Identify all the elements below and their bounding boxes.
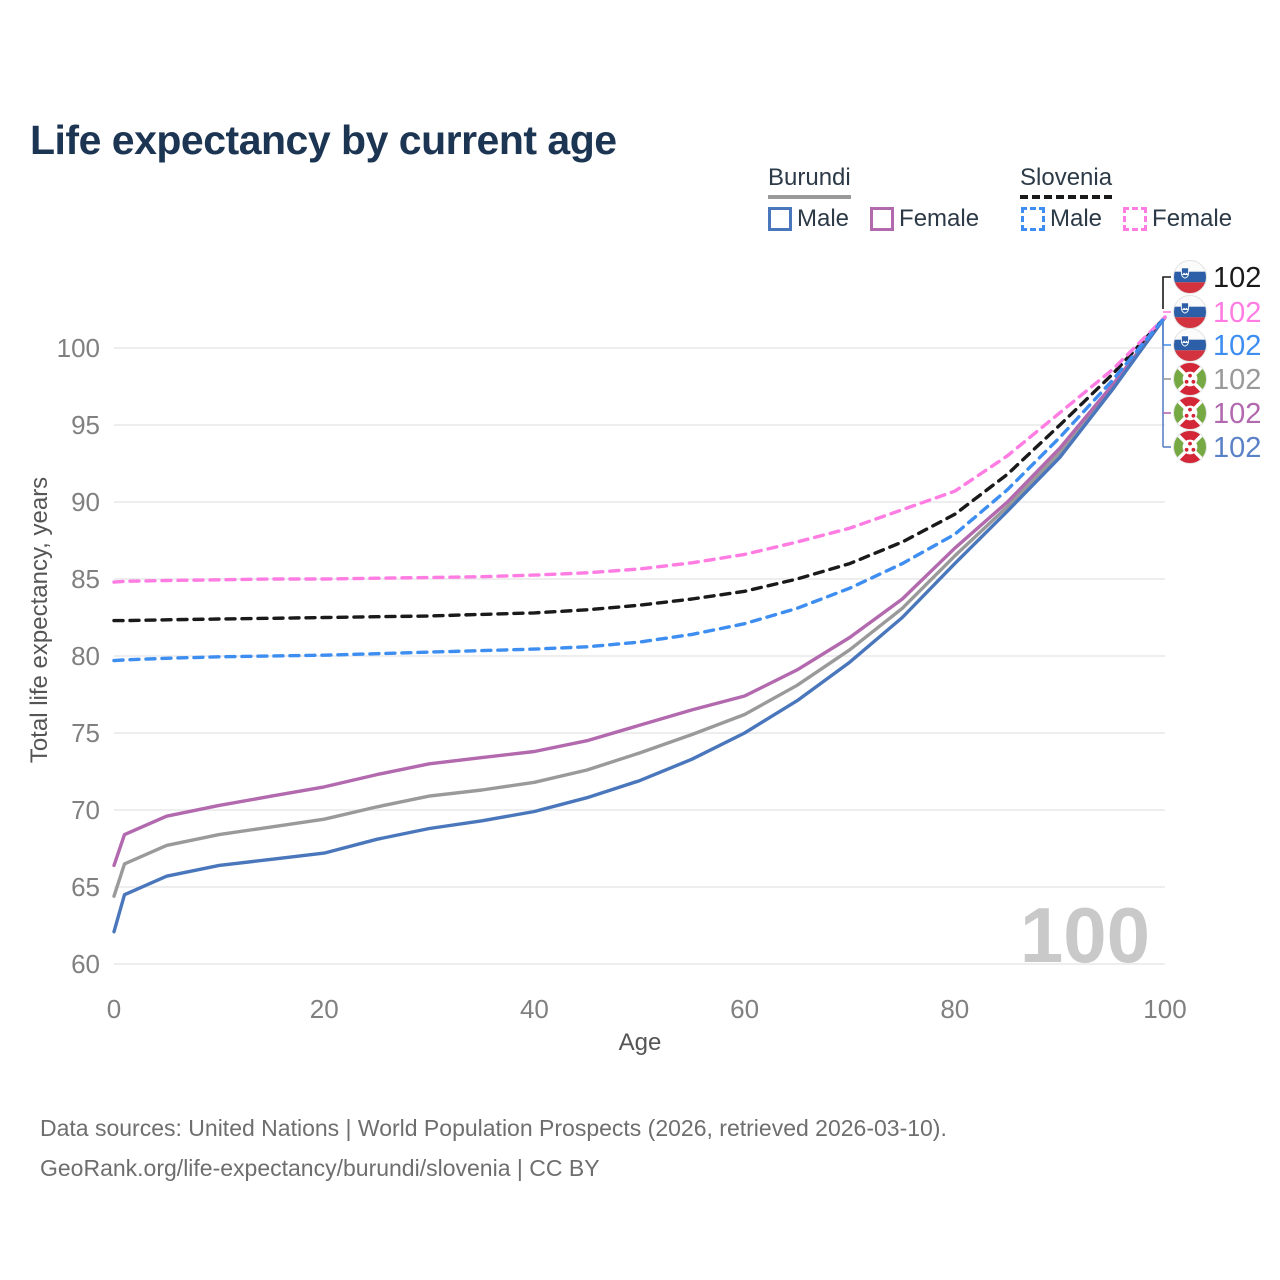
data-sources-text: Data sources: United Nations | World Pop… bbox=[40, 1115, 947, 1141]
slovenia-female-swatch-icon[interactable] bbox=[1123, 207, 1148, 231]
slovenia-flag-icon bbox=[1173, 328, 1207, 362]
legend-row-slovenia: Male Female bbox=[1021, 205, 1253, 233]
y-tick-label: 65 bbox=[71, 872, 100, 902]
x-tick-label: 80 bbox=[940, 994, 969, 1024]
burundi-flag-icon bbox=[1173, 396, 1207, 430]
slovenia-male-swatch-icon[interactable] bbox=[1021, 207, 1045, 231]
series-line-burundi-male bbox=[112, 315, 1167, 934]
end-label-slovenia-both-sexes: 102 bbox=[1213, 262, 1261, 294]
y-tick-label: 75 bbox=[71, 718, 100, 748]
end-label-burundi-female: 102 bbox=[1213, 398, 1261, 430]
series-line-burundi-both-sexes bbox=[112, 315, 1167, 898]
leader-line bbox=[1162, 276, 1171, 309]
legend-group-burundi[interactable]: Burundi bbox=[768, 164, 851, 199]
y-tick-label: 95 bbox=[71, 410, 100, 440]
series-line-burundi-female bbox=[112, 315, 1167, 868]
y-tick-label: 100 bbox=[57, 333, 100, 363]
legend-group-slovenia[interactable]: Slovenia bbox=[1020, 164, 1113, 199]
series-line-slovenia-both-sexes bbox=[112, 315, 1167, 623]
burundi-flag-icon bbox=[1173, 362, 1207, 396]
burundi-male-swatch-icon[interactable] bbox=[768, 207, 792, 231]
burundi-female-swatch-icon[interactable] bbox=[870, 207, 895, 231]
age-watermark: 100 bbox=[1020, 891, 1150, 979]
legend-item-burundi-male[interactable]: Male bbox=[797, 205, 850, 232]
y-axis-title: Total life expectancy, years bbox=[26, 477, 53, 763]
x-tick-label: 40 bbox=[520, 994, 549, 1024]
end-label-slovenia-male: 102 bbox=[1213, 330, 1261, 362]
leader-line bbox=[1162, 321, 1171, 346]
legend-item-burundi-female[interactable]: Female bbox=[899, 205, 980, 232]
chart-legend: Burundi Slovenia Male Female Male Female bbox=[0, 0, 1280, 250]
legend-item-slovenia-female[interactable]: Female bbox=[1152, 205, 1233, 232]
burundi-flag-icon bbox=[1173, 430, 1207, 464]
x-axis-title: Age bbox=[619, 1029, 662, 1056]
x-tick-label: 100 bbox=[1143, 994, 1186, 1024]
x-tick-label: 20 bbox=[310, 994, 339, 1024]
end-label-burundi-male: 102 bbox=[1213, 432, 1261, 464]
y-tick-label: 85 bbox=[71, 564, 100, 594]
attribution-text: GeoRank.org/life-expectancy/burundi/slov… bbox=[40, 1155, 600, 1181]
y-tick-label: 80 bbox=[71, 641, 100, 671]
y-tick-label: 60 bbox=[71, 949, 100, 979]
slovenia-flag-icon bbox=[1173, 295, 1207, 329]
x-tick-label: 0 bbox=[107, 994, 121, 1024]
legend-item-slovenia-male[interactable]: Male bbox=[1050, 205, 1103, 232]
life-expectancy-chart: 100 60 65 70 75 80 85 90 95 100 0 20 40 60 80 100 Age Tot… bbox=[26, 260, 1261, 1056]
chart-footer: Data sources: United Nations | World Pop… bbox=[40, 1108, 947, 1188]
legend-row-burundi: Male Female bbox=[768, 205, 1000, 233]
x-tick-label: 60 bbox=[730, 994, 759, 1024]
y-tick-label: 90 bbox=[71, 487, 100, 517]
series-line-slovenia-male bbox=[112, 315, 1167, 663]
slovenia-flag-icon bbox=[1173, 260, 1207, 294]
end-label-slovenia-female: 102 bbox=[1213, 297, 1261, 329]
page-title: Life expectancy by current age bbox=[30, 117, 617, 164]
end-label-burundi-both-sexes: 102 bbox=[1213, 364, 1261, 396]
y-tick-label: 70 bbox=[71, 795, 100, 825]
series-line-slovenia-female bbox=[112, 315, 1167, 584]
